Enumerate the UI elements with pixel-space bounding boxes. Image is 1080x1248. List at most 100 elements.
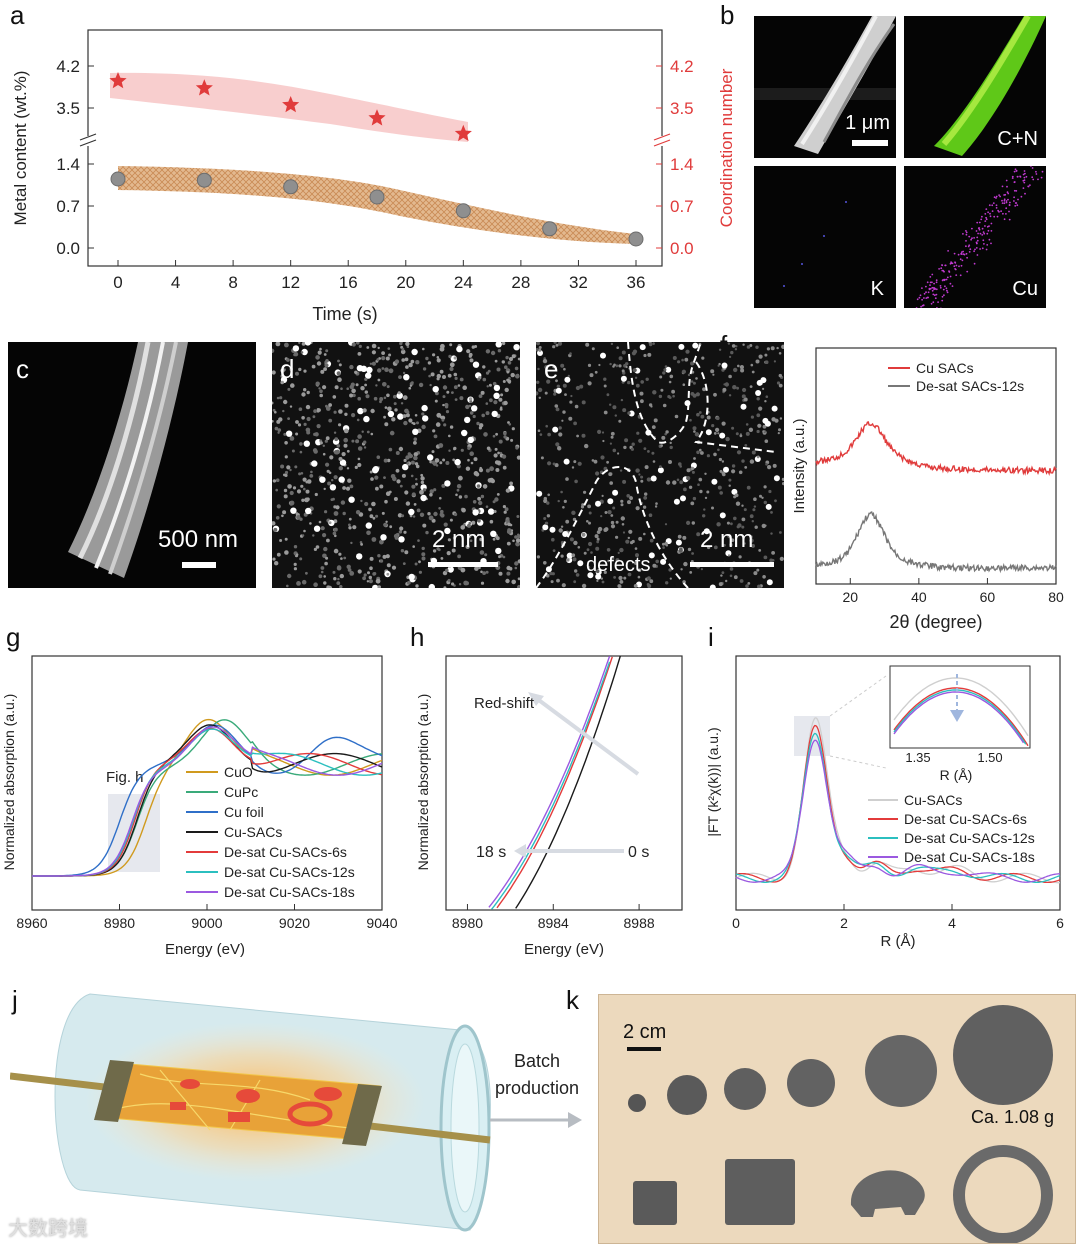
i-legend-label: De-sat Cu-SACs-18s (904, 849, 1035, 865)
atom-dot (485, 411, 490, 416)
atom-dot (552, 365, 555, 369)
atom-dot (485, 349, 491, 354)
atom-dot (333, 450, 339, 455)
atom-dot (440, 415, 446, 420)
atom-dot (442, 385, 448, 390)
atom-dot (512, 539, 515, 543)
atom-dot (711, 478, 718, 485)
atom-dot (492, 537, 496, 541)
atom-dot (324, 363, 329, 368)
atom-dot (558, 426, 562, 430)
cu-map-dot (992, 202, 995, 204)
atom-dot (354, 370, 358, 374)
atom-dot (326, 538, 330, 543)
atom-dot (571, 553, 576, 557)
atom-dot (371, 537, 377, 542)
atom-dot (633, 584, 638, 588)
atom-dot (412, 422, 416, 425)
atom-dot (408, 362, 413, 368)
atom-dot (536, 380, 540, 384)
cu-map-dot (1031, 176, 1034, 179)
atom-dot (577, 560, 584, 567)
atom-dot (723, 543, 726, 547)
atom-dot (295, 371, 299, 376)
atom-dot (303, 487, 306, 491)
cu-map-dot (946, 289, 948, 292)
atom-dot (692, 426, 697, 431)
atom-dot (319, 393, 323, 398)
atom-dot (386, 385, 390, 389)
atom-dot (542, 524, 549, 531)
cu-map-dot (993, 215, 996, 218)
atom-dot (303, 529, 306, 533)
atom-dot (422, 488, 427, 492)
atom-dot (669, 441, 672, 445)
atom-dot (383, 458, 388, 463)
atom-dot (324, 439, 328, 443)
atom-dot (399, 526, 404, 531)
atom-dot (551, 537, 555, 542)
atom-dot (764, 360, 769, 364)
j-reactor-illustration (10, 993, 491, 1232)
atom-dot (469, 539, 473, 542)
atom-dot (764, 353, 768, 357)
atom-dot (561, 419, 564, 422)
atom-dot (453, 385, 458, 390)
atom-dot (495, 468, 500, 472)
atom-dot (619, 580, 624, 584)
atom-dot (395, 468, 400, 473)
atom-dot (338, 457, 343, 461)
atom-dot (421, 404, 428, 412)
atom-dot (615, 558, 620, 563)
atom-dot (433, 434, 438, 439)
atom-dot (510, 438, 514, 442)
atom-dot (764, 400, 767, 403)
atom-dot (713, 392, 717, 397)
atom-dot (460, 448, 464, 452)
atom-dot (393, 533, 399, 539)
atom-dot (751, 520, 754, 523)
atom-dot (375, 514, 379, 518)
atom-dot (346, 387, 349, 390)
atom-dot (687, 373, 691, 377)
cu-map-dot (981, 247, 984, 250)
atom-dot (412, 545, 415, 548)
atom-dot (665, 581, 669, 585)
atom-dot (446, 551, 451, 556)
atom-dot (733, 367, 738, 373)
cu-map-dot (1019, 175, 1021, 178)
atom-dot (610, 435, 614, 439)
atom-dot (319, 389, 323, 393)
atom-dot (494, 447, 498, 451)
atom-dot (303, 440, 310, 447)
atom-dot (350, 541, 353, 545)
cu-map-dot (981, 234, 984, 236)
atom-dot (517, 357, 520, 361)
atom-dot (622, 531, 626, 534)
cu-map-dot (953, 265, 956, 268)
atom-dot (751, 450, 756, 455)
a-xlabel: Time (s) (312, 304, 377, 324)
a-xtick-label: 28 (511, 273, 530, 292)
cu-map-dot (984, 225, 986, 227)
cu-map-dot (968, 251, 971, 253)
atom-dot (421, 424, 426, 430)
atom-dot (713, 432, 717, 435)
atom-dot (465, 581, 469, 586)
atom-dot (740, 403, 747, 410)
atom-dot (474, 345, 478, 348)
atom-dot (442, 395, 446, 399)
atom-dot (333, 475, 338, 480)
atom-dot (754, 525, 758, 529)
atom-dot (298, 407, 303, 411)
atom-dot (371, 343, 377, 349)
atom-dot (432, 353, 436, 357)
atom-dot (402, 463, 409, 471)
atom-dot (572, 557, 577, 562)
atom-dot (717, 432, 720, 435)
atom-dot (574, 569, 578, 573)
atom-dot (569, 537, 574, 542)
atom-dot (405, 413, 410, 418)
atom-dot (695, 392, 700, 397)
atom-dot (594, 534, 599, 539)
